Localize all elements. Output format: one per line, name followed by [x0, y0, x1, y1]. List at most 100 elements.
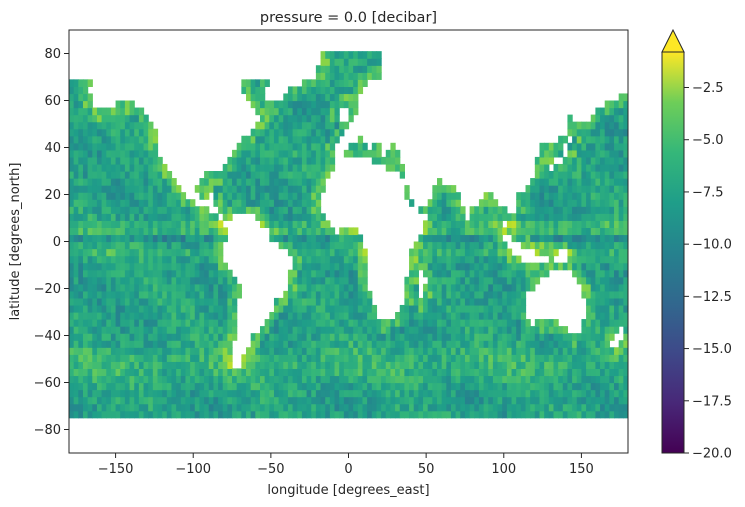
heatmap-cell — [143, 149, 149, 158]
heatmap-cell — [488, 361, 494, 369]
heatmap-cell — [306, 163, 312, 172]
heatmap-cell — [138, 114, 145, 123]
heatmap-cell — [474, 368, 480, 377]
heatmap-cell — [567, 410, 573, 419]
heatmap-cell — [166, 269, 173, 278]
heatmap-cell — [343, 333, 350, 341]
heatmap-cell — [101, 396, 107, 405]
heatmap-cell — [581, 262, 587, 271]
heatmap-cell — [148, 163, 154, 172]
heatmap-cell — [171, 354, 177, 362]
heatmap-cell — [371, 304, 378, 313]
heatmap-cell — [241, 403, 247, 412]
heatmap-cell — [73, 171, 79, 179]
heatmap-cell — [413, 403, 419, 412]
heatmap-cell — [446, 206, 452, 214]
heatmap-cell — [334, 241, 340, 250]
heatmap-cell — [106, 220, 112, 228]
heatmap-cell — [297, 234, 303, 243]
heatmap-cell — [110, 178, 117, 186]
heatmap-cell — [255, 361, 261, 369]
heatmap-cell — [255, 121, 261, 130]
heatmap-cell — [259, 220, 266, 228]
heatmap-cell — [520, 354, 527, 362]
heatmap-cell — [469, 227, 475, 236]
heatmap-cell — [213, 297, 219, 306]
heatmap-cell — [311, 163, 317, 172]
heatmap-cell — [180, 234, 187, 243]
heatmap-cell — [534, 403, 541, 412]
heatmap-cell — [115, 290, 121, 299]
heatmap-cell — [441, 220, 447, 228]
heatmap-cell — [301, 326, 308, 334]
heatmap-cell — [618, 312, 624, 320]
heatmap-cell — [273, 319, 280, 327]
heatmap-cell — [343, 65, 350, 73]
heatmap-cell — [357, 86, 364, 95]
heatmap-cell — [455, 333, 461, 341]
heatmap-cell — [506, 227, 513, 236]
heatmap-cell — [455, 403, 461, 412]
heatmap-cell — [623, 199, 628, 207]
heatmap-cell — [329, 297, 336, 306]
heatmap-cell — [185, 234, 191, 243]
heatmap-cell — [418, 333, 424, 341]
heatmap-cell — [171, 206, 177, 214]
heatmap-cell — [320, 283, 326, 292]
heatmap-cell — [301, 297, 308, 306]
heatmap-cell — [273, 163, 280, 172]
heatmap-cell — [157, 213, 163, 221]
heatmap-cell — [208, 220, 215, 228]
heatmap-cell — [488, 368, 494, 377]
heatmap-cell — [208, 312, 215, 320]
heatmap-cell — [96, 185, 103, 193]
heatmap-cell — [320, 312, 326, 320]
heatmap-cell — [264, 319, 270, 327]
heatmap-cell — [525, 354, 531, 362]
heatmap-cell — [558, 185, 564, 193]
heatmap-cell — [185, 241, 191, 250]
heatmap-cell — [157, 156, 163, 165]
heatmap-cell — [87, 79, 93, 87]
heatmap-cell — [134, 276, 140, 285]
heatmap-cell — [618, 149, 624, 158]
heatmap-cell — [269, 333, 275, 341]
heatmap-cell — [315, 241, 322, 250]
heatmap-cell — [292, 178, 298, 186]
heatmap-cell — [269, 163, 275, 172]
heatmap-cell — [534, 326, 541, 334]
heatmap-cell — [264, 107, 270, 116]
heatmap-cell — [464, 368, 471, 377]
heatmap-cell — [204, 361, 210, 369]
heatmap-cell — [595, 185, 601, 193]
heatmap-cell — [325, 290, 331, 299]
heatmap-cell — [82, 213, 89, 221]
heatmap-cell — [483, 192, 489, 200]
heatmap-cell — [78, 128, 84, 137]
heatmap-cell — [544, 185, 550, 193]
heatmap-cell — [311, 382, 317, 391]
heatmap-cell — [152, 326, 159, 334]
heatmap-cell — [516, 276, 522, 285]
heatmap-cell — [78, 213, 84, 221]
heatmap-cell — [604, 290, 610, 299]
heatmap-cell — [339, 269, 345, 278]
heatmap-cell — [492, 361, 499, 369]
heatmap-cell — [134, 206, 140, 214]
heatmap-cell — [381, 396, 387, 405]
heatmap-cell — [176, 185, 182, 193]
heatmap-cell — [222, 368, 228, 377]
heatmap-cell — [218, 178, 224, 186]
heatmap-cell — [464, 375, 471, 384]
heatmap-cell — [143, 262, 149, 271]
heatmap-cell — [595, 220, 601, 228]
heatmap-cell — [530, 340, 536, 348]
heatmap-cell — [548, 171, 555, 179]
heatmap-cell — [185, 276, 191, 285]
heatmap-cell — [124, 234, 131, 243]
heatmap-cell — [483, 396, 489, 405]
heatmap-cell — [329, 72, 336, 80]
heatmap-cell — [208, 185, 215, 193]
heatmap-cell — [82, 199, 89, 207]
heatmap-cell — [497, 227, 503, 236]
